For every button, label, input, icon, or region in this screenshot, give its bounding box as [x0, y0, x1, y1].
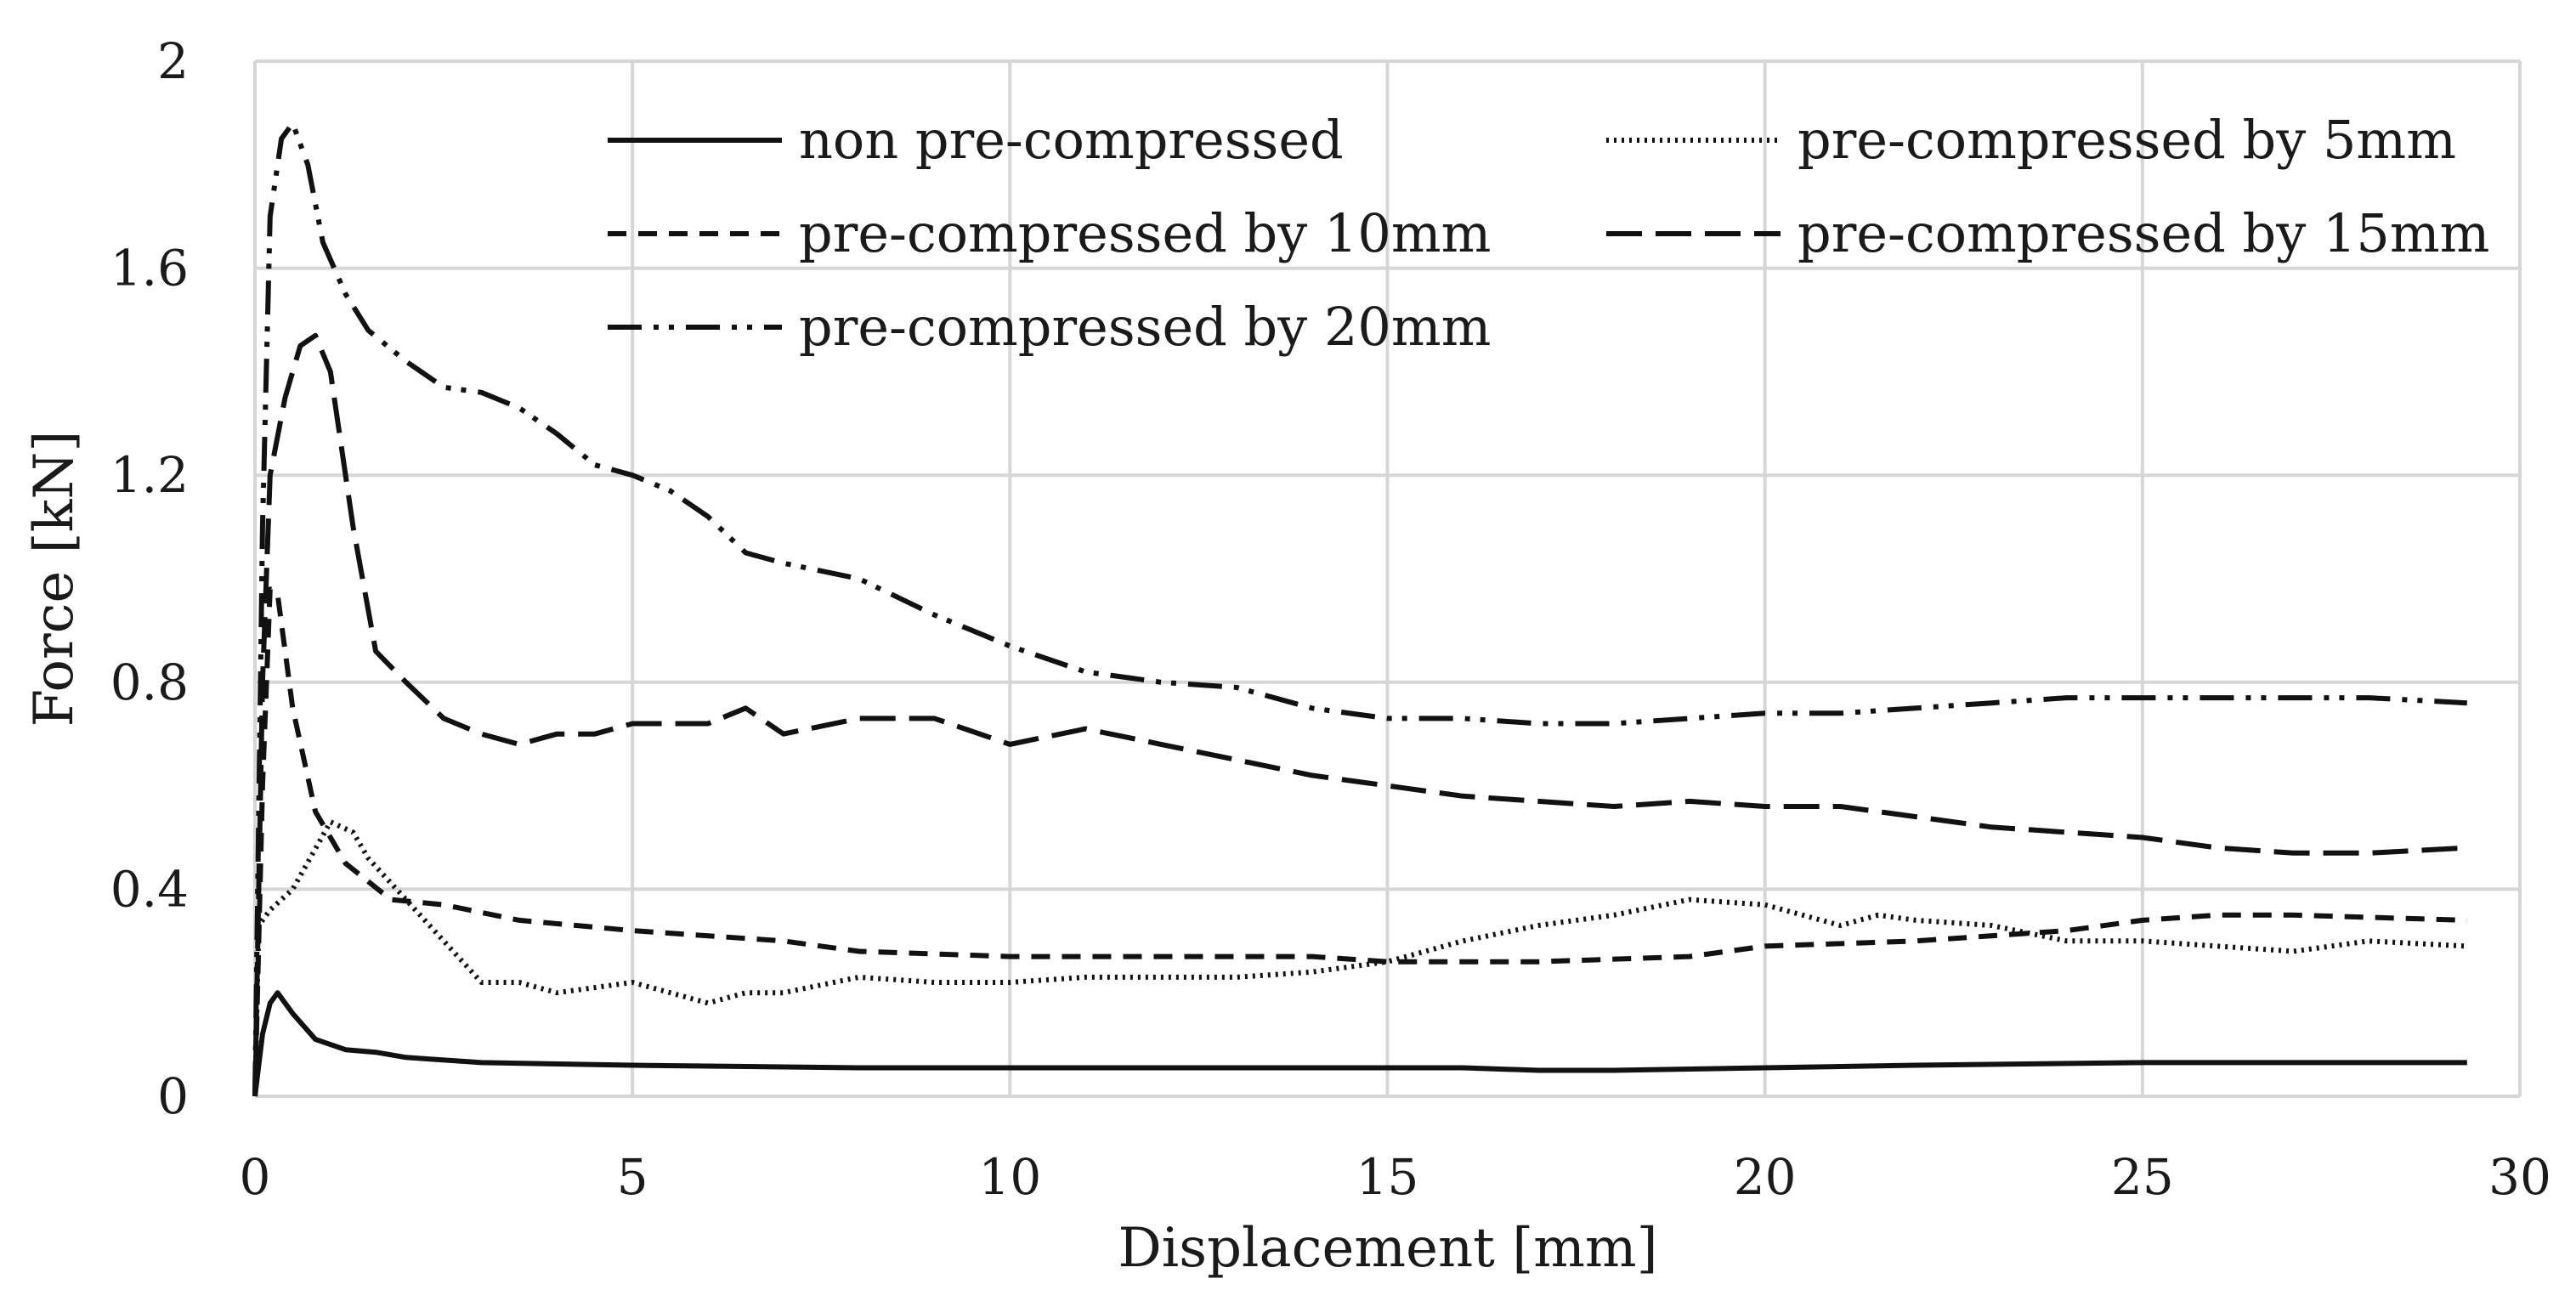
y-tick-label: 0.8 — [110, 654, 189, 711]
x-tick-label: 5 — [617, 1148, 648, 1206]
x-tick-label: 15 — [1356, 1148, 1419, 1206]
y-tick-labels: 0 0.4 0.8 1.2 1.6 2 — [110, 32, 189, 1125]
x-tick-labels: 0 5 10 15 20 25 30 — [240, 1148, 2551, 1206]
series-line-dash-dot-dot — [252, 121, 2467, 1097]
legend-label: non pre-compressed — [799, 109, 1344, 171]
legend-label: pre-compressed by 10mm — [799, 202, 1491, 264]
y-tick-label: 0 — [157, 1067, 189, 1125]
y-tick-label: 1.6 — [110, 240, 189, 297]
series-line-dashed — [252, 586, 2467, 1097]
series-line-solid — [252, 990, 2467, 1097]
x-tick-label: 25 — [2111, 1148, 2174, 1206]
y-tick-label: 2 — [157, 32, 189, 90]
y-tick-label: 0.4 — [110, 860, 189, 918]
x-tick-label: 10 — [978, 1148, 1041, 1206]
x-tick-label: 20 — [1734, 1148, 1797, 1206]
legend: non pre-compressed pre-compressed by 5mm p… — [608, 109, 2489, 358]
series-group — [252, 121, 2467, 1097]
y-axis-label: Force [kN] — [23, 431, 86, 727]
legend-label: pre-compressed by 5mm — [1798, 109, 2456, 171]
x-tick-label: 0 — [240, 1148, 271, 1206]
y-tick-label: 1.2 — [110, 446, 189, 504]
x-axis-label: Displacement [mm] — [1118, 1217, 1657, 1280]
legend-label: pre-compressed by 20mm — [799, 296, 1491, 358]
legend-label: pre-compressed by 15mm — [1798, 202, 2489, 264]
series-line-dotted — [252, 819, 2467, 1097]
series-line-long-dashed — [252, 332, 2467, 1097]
x-tick-label: 30 — [2488, 1148, 2551, 1206]
